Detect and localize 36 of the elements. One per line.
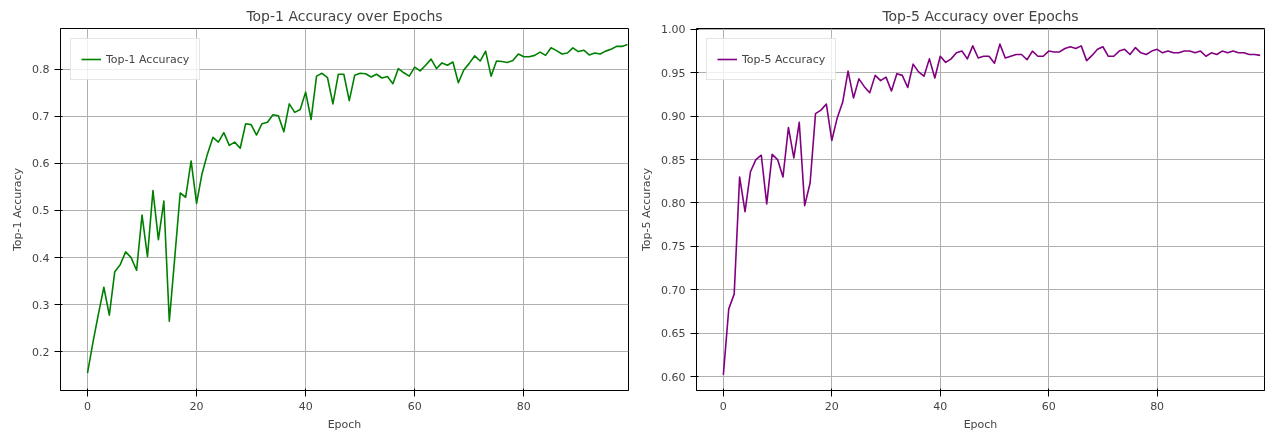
x-tick-label: 60 [407,399,422,413]
x-tick-label: 60 [1041,399,1056,413]
x-tick-label: 20 [189,399,204,413]
x-tick-label: 20 [824,399,839,413]
y-tick-label: 0.4 [32,251,50,265]
chart-title: Top-5 Accuracy over Epochs [881,7,1079,24]
y-axis-title: Top-5 Accuracy [640,167,654,253]
y-tick-label: 0.7 [32,110,50,124]
x-tick-label: 0 [84,399,91,413]
x-tick-label: 80 [516,399,531,413]
y-tick-label: 0.75 [661,240,686,254]
y-tick-label: 0.80 [661,196,686,210]
chart-title: Top-1 Accuracy over Epochs [245,7,443,24]
y-tick-label: 0.65 [661,327,686,341]
y-tick-label: 0.5 [32,204,50,218]
y-tick-label: 0.70 [661,283,686,297]
line-series [722,43,1261,376]
y-tick-label: 0.85 [661,153,686,167]
y-tick-label: 0.2 [32,345,50,359]
y-axis-title: Top-1 Accuracy [11,167,25,253]
x-axis-title: Epoch [327,417,362,431]
x-axis-title: Epoch [963,417,998,431]
y-tick-label: 0.95 [661,66,686,80]
y-tick-label: 1.00 [661,23,686,37]
legend-label: Top-5 Accuracy [742,52,826,66]
line-series [86,43,629,374]
x-tick-label: 40 [933,399,948,413]
x-tick-label: 40 [298,399,313,413]
y-tick-label: 0.60 [661,370,686,384]
y-tick-label: 0.8 [32,63,50,77]
y-tick-label: 0.3 [32,298,50,312]
x-tick-label: 0 [719,399,727,413]
legend-label: Top-1 Accuracy [106,52,190,66]
x-tick-label: 80 [1150,399,1165,413]
y-tick-label: 0.90 [661,110,686,124]
y-tick-label: 0.6 [32,157,50,171]
